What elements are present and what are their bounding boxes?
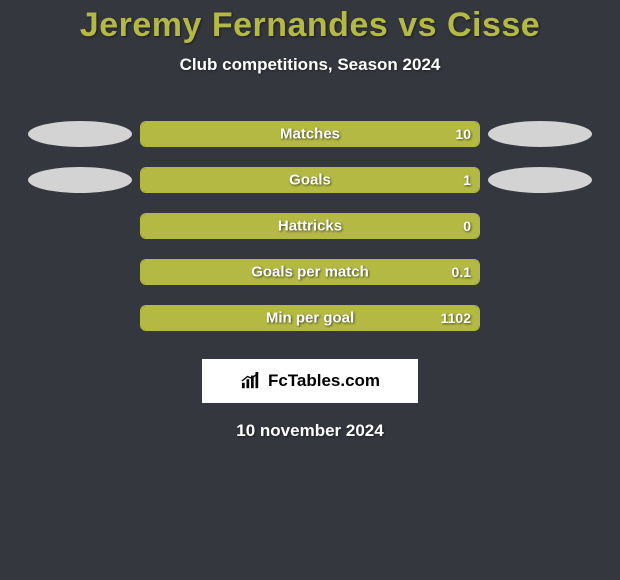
source-badge-label: FcTables.com [268, 371, 380, 391]
stat-value-right: 1102 [441, 310, 471, 326]
right-indicator [480, 167, 600, 193]
stat-bar: Matches 10 [140, 121, 480, 147]
stat-value-right: 0.1 [452, 264, 471, 280]
right-indicator [480, 121, 600, 147]
stat-value-right: 1 [463, 172, 471, 188]
stat-bar: Goals per match 0.1 [140, 259, 480, 285]
stat-row: Goals 1 [0, 157, 620, 203]
stat-row: Matches 10 [0, 111, 620, 157]
stat-bar: Min per goal 1102 [140, 305, 480, 331]
chart-icon [240, 372, 262, 390]
stat-value-right: 10 [455, 126, 471, 142]
stat-label: Hattricks [278, 218, 342, 235]
stat-value-right: 0 [463, 218, 471, 234]
stat-row: Goals per match 0.1 [0, 249, 620, 295]
left-indicator [20, 167, 140, 193]
page-title: Jeremy Fernandes vs Cisse [0, 6, 620, 45]
ellipse-icon [488, 167, 592, 193]
stat-bar: Goals 1 [140, 167, 480, 193]
ellipse-icon [28, 121, 132, 147]
source-badge[interactable]: FcTables.com [202, 359, 418, 403]
stat-row: Min per goal 1102 [0, 295, 620, 341]
page-subtitle: Club competitions, Season 2024 [0, 55, 620, 75]
stat-bar: Hattricks 0 [140, 213, 480, 239]
stat-label: Goals per match [251, 264, 369, 281]
stat-label: Min per goal [266, 310, 354, 327]
page: Jeremy Fernandes vs Cisse Club competiti… [0, 0, 620, 441]
page-date: 10 november 2024 [0, 421, 620, 441]
stats-list: Matches 10 Goals 1 Hattricks 0 Goals per match… [0, 111, 620, 341]
stat-row: Hattricks 0 [0, 203, 620, 249]
stat-label: Goals [289, 172, 331, 189]
left-indicator [20, 121, 140, 147]
ellipse-icon [28, 167, 132, 193]
stat-label: Matches [280, 126, 340, 143]
ellipse-icon [488, 121, 592, 147]
